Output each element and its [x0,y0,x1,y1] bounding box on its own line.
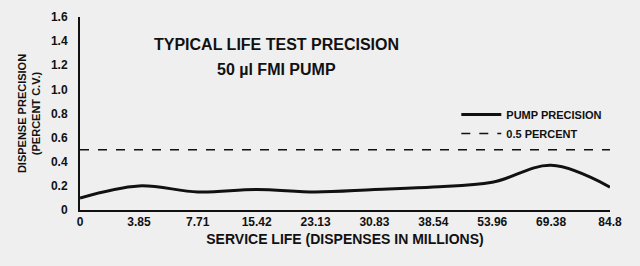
svg-text:0.2: 0.2 [51,179,68,193]
svg-text:0.5 PERCENT: 0.5 PERCENT [506,128,577,140]
svg-text:50 µl FMI PUMP: 50 µl FMI PUMP [217,61,336,78]
svg-text:30.83: 30.83 [359,215,389,229]
svg-text:1.6: 1.6 [51,10,68,24]
svg-text:0.4: 0.4 [51,155,68,169]
svg-text:1.4: 1.4 [51,34,68,48]
svg-text:SERVICE LIFE (DISPENSES IN MIL: SERVICE LIFE (DISPENSES IN MILLIONS) [206,231,483,247]
svg-text:0: 0 [61,203,68,217]
svg-text:DISPENSE PRECISION(PERCENT C.V: DISPENSE PRECISION(PERCENT C.V.) [16,54,42,173]
svg-text:1.0: 1.0 [51,83,68,97]
svg-text:3.85: 3.85 [127,215,151,229]
svg-text:7.71: 7.71 [186,215,210,229]
svg-text:0.6: 0.6 [51,131,68,145]
svg-text:1.2: 1.2 [51,58,68,72]
svg-text:0.8: 0.8 [51,107,68,121]
svg-text:53.96: 53.96 [477,215,507,229]
svg-text:PUMP PRECISION: PUMP PRECISION [506,109,601,121]
svg-text:15.42: 15.42 [242,215,272,229]
svg-text:23.13: 23.13 [301,215,331,229]
svg-text:38.54: 38.54 [418,215,448,229]
svg-text:TYPICAL LIFE TEST PRECISION: TYPICAL LIFE TEST PRECISION [154,36,399,53]
svg-text:84.8: 84.8 [598,215,622,229]
svg-text:69.38: 69.38 [536,215,566,229]
svg-text:0: 0 [77,215,84,229]
